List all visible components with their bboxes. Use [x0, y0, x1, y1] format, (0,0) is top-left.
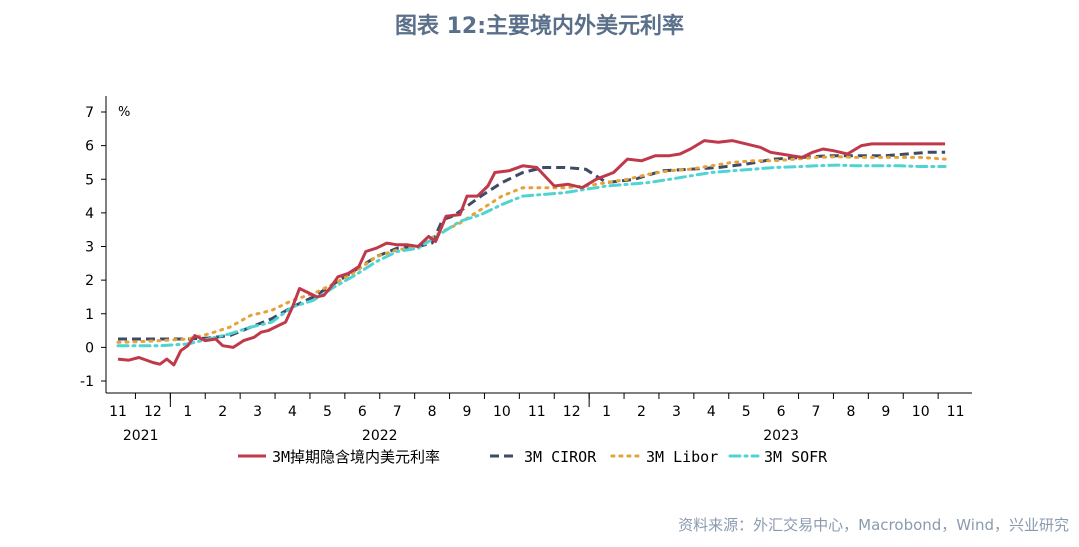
y-tick-label: 2 — [85, 273, 94, 289]
x-tick-label: 3 — [253, 404, 262, 420]
chart-legend: 3M掉期隐含境内美元利率 3M CIROR 3M Libor 3M SOFR — [238, 448, 828, 466]
legend-label: 3M Libor — [646, 448, 718, 466]
x-tick-label: 9 — [463, 404, 472, 420]
legend-label: 3M掉期隐含境内美元利率 — [272, 448, 440, 466]
source-note: 资料来源：外汇交易中心，Macrobond，Wind，兴业研究 — [678, 516, 1069, 534]
x-tick-label: 12 — [563, 404, 581, 420]
y-tick-label: 4 — [85, 206, 94, 222]
x-tick-label: 8 — [428, 404, 437, 420]
y-tick-label: 3 — [85, 240, 94, 256]
x-year-label: 2021 — [123, 428, 159, 444]
x-tick-label: 7 — [812, 404, 821, 420]
y-tick-label: 7 — [85, 105, 94, 121]
x-tick-label: 11 — [528, 404, 546, 420]
legend-label: 3M CIROR — [524, 448, 597, 466]
x-tick-label: 6 — [358, 404, 367, 420]
legend-label: 3M SOFR — [764, 448, 828, 466]
y-tick-label: 1 — [85, 307, 94, 323]
x-tick-label: 2 — [637, 404, 646, 420]
x-tick-label: 1 — [602, 404, 611, 420]
chart-title: 图表 12:主要境内外美元利率 — [394, 14, 685, 39]
y-unit-label: % — [118, 105, 130, 120]
x-tick-label: 11 — [109, 404, 127, 420]
x-tick-label: 10 — [493, 404, 511, 420]
x-tick-label: 12 — [144, 404, 162, 420]
y-tick-label: 6 — [85, 139, 94, 155]
y-tick-label: 0 — [85, 340, 94, 356]
x-tick-label: 11 — [947, 404, 965, 420]
x-year-label: 2022 — [362, 428, 398, 444]
x-year-label: 2023 — [763, 428, 799, 444]
series-line-0 — [117, 139, 946, 367]
y-tick-label: 5 — [85, 172, 94, 188]
x-tick-label: 2 — [218, 404, 227, 420]
series-line-1 — [118, 150, 946, 341]
x-tick-label: 4 — [707, 404, 716, 420]
y-tick-label: -1 — [80, 374, 94, 390]
x-tick-label: 1 — [183, 404, 192, 420]
x-tick-label: 6 — [777, 404, 786, 420]
x-tick-label: 8 — [846, 404, 855, 420]
x-tick-label: 5 — [323, 404, 332, 420]
x-tick-label: 7 — [393, 404, 402, 420]
chart-series — [116, 139, 947, 367]
x-tick-label: 9 — [881, 404, 890, 420]
series-line-2 — [116, 155, 947, 344]
x-tick-label: 3 — [672, 404, 681, 420]
x-tick-label: 4 — [288, 404, 297, 420]
series-line-3 — [116, 163, 947, 348]
x-tick-label: 10 — [912, 404, 930, 420]
x-tick-label: 5 — [742, 404, 751, 420]
